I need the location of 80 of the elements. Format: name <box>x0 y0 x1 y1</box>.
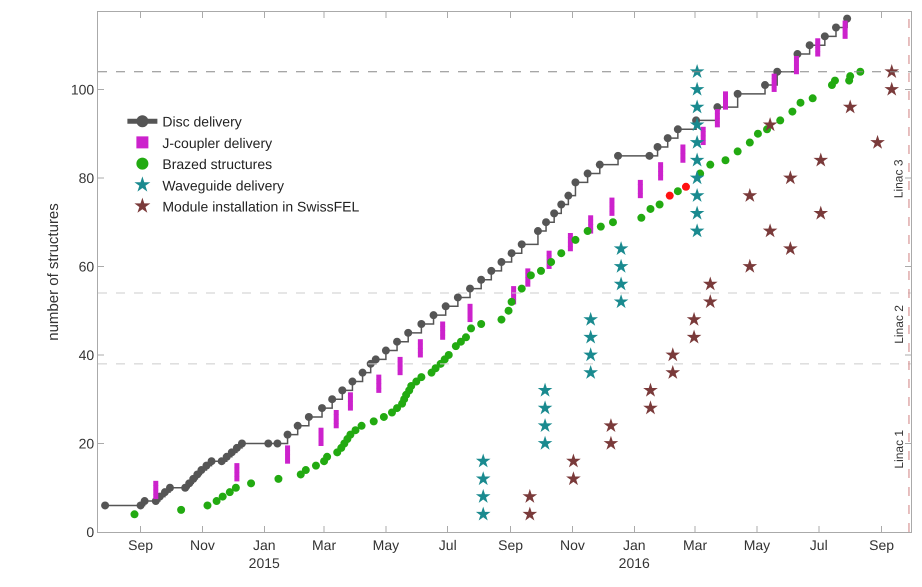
x-tick-label: May <box>372 536 400 553</box>
y-tick-label: 20 <box>78 435 94 452</box>
x-tick-label: Sep <box>869 536 894 553</box>
point <box>783 170 798 184</box>
y-tick-label: 40 <box>78 346 94 363</box>
point <box>614 294 628 308</box>
point <box>538 418 552 432</box>
point <box>566 471 581 486</box>
point <box>690 188 704 202</box>
point <box>538 436 552 450</box>
point <box>522 506 538 521</box>
x-tick-label: Jul <box>438 536 457 553</box>
point <box>690 99 704 114</box>
legend-label: Brazed structures <box>162 156 272 172</box>
point <box>476 471 491 486</box>
point <box>690 152 704 166</box>
point <box>690 223 704 238</box>
point <box>643 382 658 397</box>
point <box>842 99 858 114</box>
x-tick-label: Jul <box>810 536 828 553</box>
legend-label: Waveguide delivery <box>162 177 284 194</box>
point <box>583 330 598 344</box>
x-tick-label: Mar <box>683 536 708 553</box>
point <box>522 488 538 503</box>
point <box>665 364 680 379</box>
annotation: Linac 1 <box>892 430 906 469</box>
point <box>686 312 702 326</box>
y-tick-label: 80 <box>78 170 94 186</box>
x-tick-label: Nov <box>190 536 215 553</box>
point <box>690 170 704 184</box>
point <box>476 453 491 468</box>
legend-label: Disc delivery <box>162 114 242 130</box>
point <box>583 312 598 326</box>
point <box>690 82 704 96</box>
point <box>742 188 758 202</box>
point <box>742 258 758 273</box>
point <box>666 192 674 200</box>
point <box>813 152 828 166</box>
point <box>604 436 618 450</box>
point <box>690 206 704 220</box>
point <box>762 223 778 238</box>
y-tick-label: 60 <box>78 258 94 274</box>
x-tick-label: May <box>744 536 770 553</box>
y-tick-label: 100 <box>70 81 94 98</box>
point <box>614 276 628 290</box>
point <box>690 134 704 149</box>
point <box>690 117 704 132</box>
legend-label: Module installation in SwissFEL <box>162 198 360 214</box>
x-tick-label: Sep <box>128 536 154 553</box>
x-tick-label: Mar <box>312 536 336 553</box>
x-tick-label: Sep <box>498 536 524 553</box>
point <box>702 276 718 290</box>
y-axis-title: number of structures <box>45 203 62 341</box>
point <box>783 241 798 255</box>
point <box>538 400 552 414</box>
y-tick-label: 0 <box>86 524 94 540</box>
point <box>762 117 778 132</box>
point <box>583 364 598 379</box>
x-tick-label: Jan 2015 <box>248 536 280 571</box>
point <box>643 400 658 414</box>
point <box>538 382 552 397</box>
point <box>614 258 628 273</box>
point <box>665 347 680 362</box>
point <box>566 453 581 468</box>
point <box>604 418 618 432</box>
legend-label: J-coupler delivery <box>162 134 272 151</box>
point <box>476 488 491 503</box>
point <box>614 241 628 255</box>
point <box>813 206 828 220</box>
annotation: Linac 3 <box>891 159 906 198</box>
point <box>884 82 900 96</box>
annotation: Linac 2 <box>892 304 906 344</box>
point <box>583 347 598 362</box>
point <box>702 294 718 308</box>
point <box>686 330 702 344</box>
point <box>476 506 491 521</box>
x-tick-label: Jan 2016 <box>618 536 650 571</box>
point <box>870 134 885 149</box>
point <box>682 182 690 191</box>
x-tick-label: Nov <box>560 536 585 553</box>
